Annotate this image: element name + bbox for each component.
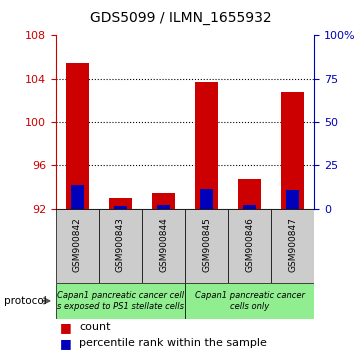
Bar: [109, 198, 132, 209]
Bar: [152, 193, 175, 209]
FancyBboxPatch shape: [271, 209, 314, 283]
Text: ■: ■: [60, 337, 71, 350]
Bar: [281, 92, 304, 209]
Bar: [195, 82, 218, 209]
Bar: [157, 205, 170, 209]
FancyBboxPatch shape: [99, 209, 142, 283]
Bar: [286, 190, 299, 209]
Bar: [238, 178, 261, 209]
Text: ■: ■: [60, 321, 71, 334]
Text: GSM900844: GSM900844: [159, 217, 168, 272]
Bar: [243, 205, 256, 209]
Text: count: count: [79, 322, 111, 332]
FancyBboxPatch shape: [56, 283, 185, 319]
Text: percentile rank within the sample: percentile rank within the sample: [79, 338, 267, 348]
Bar: [71, 185, 84, 209]
Text: Capan1 pancreatic cancer
cells only: Capan1 pancreatic cancer cells only: [195, 291, 305, 310]
Text: GSM900842: GSM900842: [73, 217, 82, 272]
FancyBboxPatch shape: [142, 209, 185, 283]
Text: GSM900846: GSM900846: [245, 217, 254, 272]
Bar: [200, 189, 213, 209]
Text: Capan1 pancreatic cancer cell
s exposed to PS1 stellate cells: Capan1 pancreatic cancer cell s exposed …: [57, 291, 184, 310]
Bar: [114, 206, 127, 209]
FancyBboxPatch shape: [185, 283, 314, 319]
FancyBboxPatch shape: [185, 209, 228, 283]
FancyBboxPatch shape: [56, 209, 99, 283]
Text: GSM900843: GSM900843: [116, 217, 125, 272]
Bar: [66, 63, 89, 209]
Text: GSM900847: GSM900847: [288, 217, 297, 272]
Text: GSM900845: GSM900845: [202, 217, 211, 272]
Text: GDS5099 / ILMN_1655932: GDS5099 / ILMN_1655932: [90, 11, 271, 25]
Text: protocol: protocol: [4, 296, 46, 306]
FancyBboxPatch shape: [228, 209, 271, 283]
